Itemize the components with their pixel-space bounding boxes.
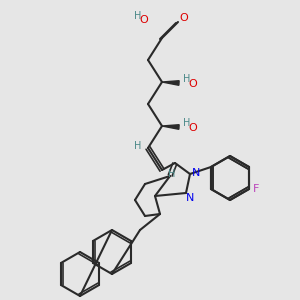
Text: H: H [134,11,142,21]
Polygon shape [162,125,179,129]
Text: H: H [183,118,191,128]
Text: O: O [189,123,197,133]
Text: O: O [180,13,188,23]
Text: H: H [168,169,176,179]
Text: O: O [140,15,148,25]
Text: H: H [183,74,191,84]
Text: N: N [192,168,200,178]
Text: N: N [186,193,194,203]
Text: F: F [253,184,259,194]
Text: O: O [189,79,197,89]
Polygon shape [162,81,179,85]
Text: H: H [134,141,142,151]
